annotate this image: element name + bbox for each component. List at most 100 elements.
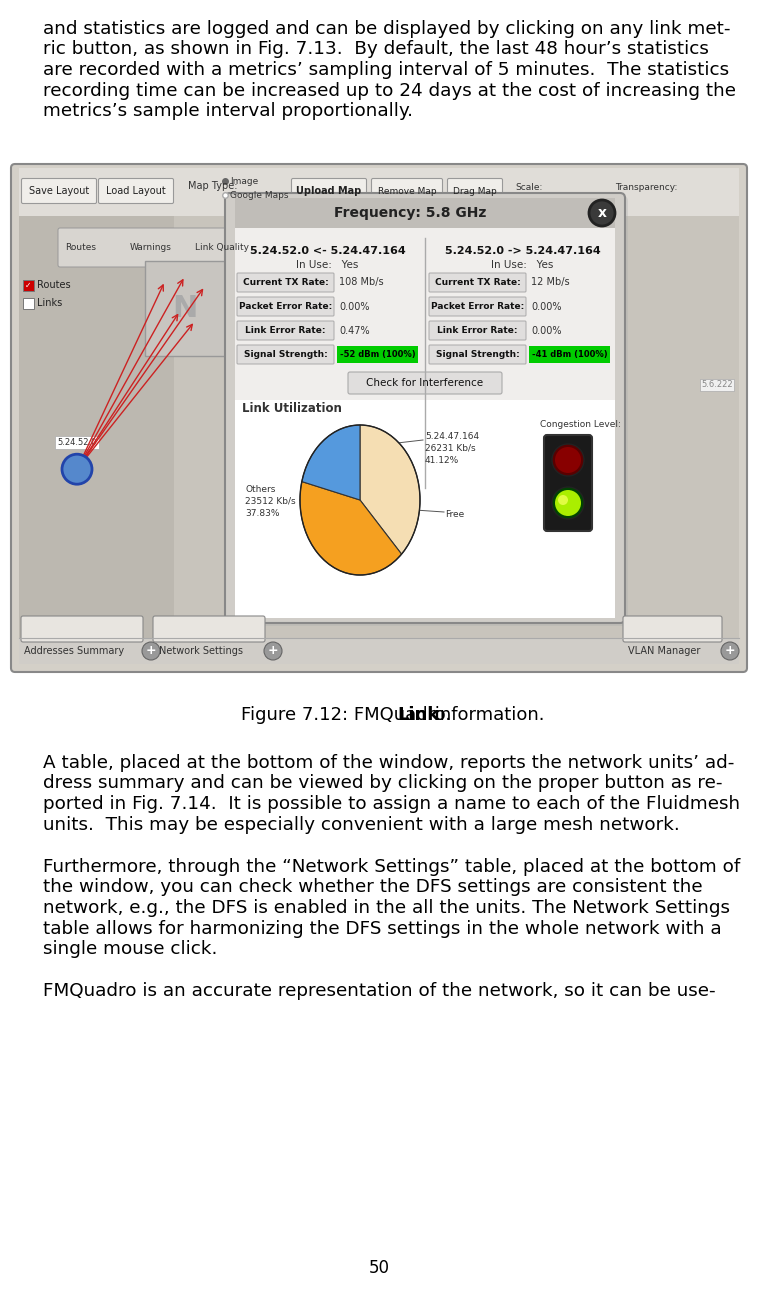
Text: Congestion Level:: Congestion Level:: [540, 421, 621, 430]
Text: Scale:: Scale:: [515, 184, 543, 193]
Text: In Use:   Yes: In Use: Yes: [296, 260, 359, 270]
Text: 0.00%: 0.00%: [531, 326, 562, 335]
Text: -52 dBm (100%): -52 dBm (100%): [340, 349, 415, 358]
Circle shape: [142, 642, 160, 660]
Text: Load Layout: Load Layout: [106, 186, 166, 195]
Text: metrics’s sample interval proportionally.: metrics’s sample interval proportionally…: [43, 102, 413, 120]
Text: Link Utilization: Link Utilization: [242, 402, 342, 415]
Text: +: +: [268, 644, 278, 657]
Text: information.: information.: [429, 707, 544, 725]
Text: Current TX Rate:: Current TX Rate:: [243, 278, 328, 287]
Bar: [19, 168, 739, 216]
Polygon shape: [302, 424, 360, 499]
Text: Save Layout: Save Layout: [29, 186, 89, 195]
Text: Routes: Routes: [37, 280, 70, 290]
Text: Drag Map: Drag Map: [453, 186, 497, 195]
Text: Packet Error Rate:: Packet Error Rate:: [239, 302, 332, 311]
Text: Frequency: 5.8 GHz: Frequency: 5.8 GHz: [334, 206, 486, 220]
FancyBboxPatch shape: [225, 193, 625, 622]
FancyBboxPatch shape: [153, 616, 265, 642]
FancyBboxPatch shape: [371, 179, 443, 203]
Bar: [529, 345, 610, 364]
Polygon shape: [360, 424, 420, 554]
Circle shape: [62, 454, 92, 484]
Text: network, e.g., the DFS is enabled in the all the units. The Network Settings: network, e.g., the DFS is enabled in the…: [43, 899, 730, 917]
Text: Map Type:: Map Type:: [188, 181, 237, 192]
Circle shape: [721, 642, 739, 660]
Text: Link: Link: [397, 707, 439, 725]
Text: -41 dBm (100%): -41 dBm (100%): [531, 349, 607, 358]
Text: +: +: [146, 644, 156, 657]
Circle shape: [589, 201, 615, 226]
Text: Others
23512 Kb/s
37.83%: Others 23512 Kb/s 37.83%: [245, 485, 296, 518]
Text: dress summary and can be viewed by clicking on the proper button as re-: dress summary and can be viewed by click…: [43, 775, 722, 792]
Text: Upload Map: Upload Map: [296, 186, 362, 195]
Text: FMQuadro is an accurate representation of the network, so it can be use-: FMQuadro is an accurate representation o…: [43, 982, 716, 1000]
Bar: [23, 298, 34, 309]
Text: 0.00%: 0.00%: [339, 302, 369, 312]
Text: 108 Mb/s: 108 Mb/s: [339, 277, 384, 287]
Bar: [145, 261, 225, 356]
Text: and statistics are logged and can be displayed by clicking on any link met-: and statistics are logged and can be dis…: [43, 19, 731, 38]
Bar: [19, 216, 174, 638]
Text: Packet Error Rate:: Packet Error Rate:: [431, 302, 524, 311]
Text: Links: Links: [37, 298, 62, 308]
Text: 0.00%: 0.00%: [531, 302, 562, 312]
Text: single mouse click.: single mouse click.: [43, 939, 218, 958]
Bar: [19, 634, 739, 664]
Circle shape: [264, 642, 282, 660]
Circle shape: [555, 446, 581, 474]
FancyBboxPatch shape: [21, 616, 143, 642]
Text: are recorded with a metrics’ sampling interval of 5 minutes.  The statistics: are recorded with a metrics’ sampling in…: [43, 61, 729, 79]
Text: x: x: [597, 206, 606, 220]
Text: Link Error Rate:: Link Error Rate:: [437, 326, 518, 335]
FancyBboxPatch shape: [21, 179, 96, 203]
Text: VLAN Manager: VLAN Manager: [628, 646, 700, 656]
Text: Routes: Routes: [65, 242, 96, 251]
Text: ✓: ✓: [25, 281, 32, 290]
Text: Free: Free: [445, 510, 464, 519]
Text: 5.24.52.0: 5.24.52.0: [58, 439, 97, 448]
FancyBboxPatch shape: [348, 371, 502, 393]
FancyBboxPatch shape: [99, 179, 174, 203]
Text: N: N: [172, 294, 198, 324]
Bar: [235, 198, 615, 228]
Text: ric button, as shown in Fig. 7.13.  By default, the last 48 hour’s statistics: ric button, as shown in Fig. 7.13. By de…: [43, 40, 709, 58]
FancyBboxPatch shape: [429, 321, 526, 340]
Bar: [235, 228, 615, 619]
Text: ported in Fig. 7.14.  It is possible to assign a name to each of the Fluidmesh: ported in Fig. 7.14. It is possible to a…: [43, 795, 740, 813]
Text: Current TX Rate:: Current TX Rate:: [434, 278, 521, 287]
FancyBboxPatch shape: [237, 321, 334, 340]
Text: 12 Mb/s: 12 Mb/s: [531, 277, 569, 287]
Text: Link Error Rate:: Link Error Rate:: [246, 326, 326, 335]
Polygon shape: [300, 481, 402, 575]
Circle shape: [558, 496, 568, 505]
Text: 5.6.222: 5.6.222: [701, 380, 733, 389]
FancyBboxPatch shape: [292, 179, 367, 203]
Text: Addresses Summary: Addresses Summary: [24, 646, 124, 656]
Circle shape: [555, 490, 581, 516]
FancyBboxPatch shape: [429, 345, 526, 364]
FancyBboxPatch shape: [237, 345, 334, 364]
Circle shape: [552, 444, 584, 476]
Bar: [337, 345, 418, 364]
Text: Warnings: Warnings: [130, 242, 172, 251]
Text: 50: 50: [368, 1259, 390, 1277]
Text: table allows for harmonizing the DFS settings in the whole network with a: table allows for harmonizing the DFS set…: [43, 920, 722, 937]
Text: Signal Strength:: Signal Strength:: [436, 349, 519, 358]
FancyBboxPatch shape: [429, 273, 526, 292]
Text: Transparency:: Transparency:: [615, 184, 678, 193]
Text: the window, you can check whether the DFS settings are consistent the: the window, you can check whether the DF…: [43, 879, 703, 897]
Text: Remove Map: Remove Map: [377, 186, 437, 195]
Text: Network Settings: Network Settings: [159, 646, 243, 656]
Text: Image: Image: [230, 176, 258, 185]
FancyBboxPatch shape: [447, 179, 503, 203]
Text: Check for Interference: Check for Interference: [366, 378, 484, 388]
Text: Furthermore, through the “Network Settings” table, placed at the bottom of: Furthermore, through the “Network Settin…: [43, 858, 741, 876]
FancyBboxPatch shape: [237, 298, 334, 316]
Text: A table, placed at the bottom of the window, reports the network units’ ad-: A table, placed at the bottom of the win…: [43, 754, 735, 773]
Text: 5.24.47.164
26231 Kb/s
41.12%: 5.24.47.164 26231 Kb/s 41.12%: [425, 432, 479, 465]
Text: In Use:   Yes: In Use: Yes: [491, 260, 553, 270]
Text: recording time can be increased up to 24 days at the cost of increasing the: recording time can be increased up to 24…: [43, 82, 736, 100]
FancyBboxPatch shape: [228, 195, 628, 626]
